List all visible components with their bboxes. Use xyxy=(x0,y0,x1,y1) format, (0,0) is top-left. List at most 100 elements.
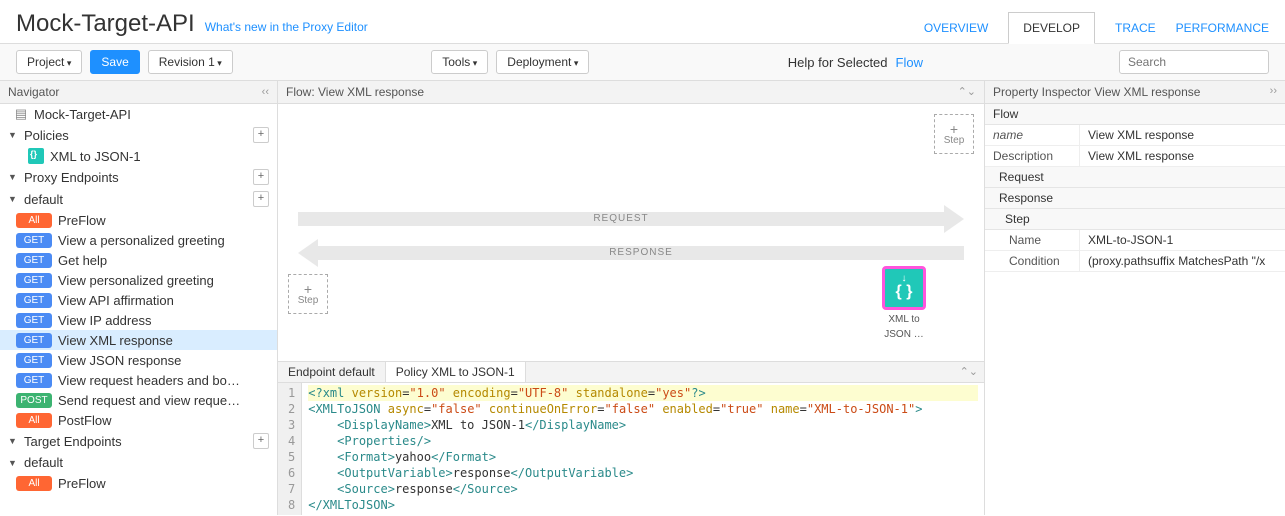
collapse-vert-icon[interactable]: ⌃⌄ xyxy=(954,362,984,382)
add-response-step[interactable]: + Step xyxy=(288,274,328,314)
prop-val[interactable]: XML-to-JSON-1 xyxy=(1080,230,1285,250)
nav-flow-item[interactable]: GET View a personalized greeting xyxy=(0,230,277,250)
nav-flow-label: View API affirmation xyxy=(58,293,174,308)
property-title: Property Inspector View XML response xyxy=(993,85,1200,99)
nav-target-preflow[interactable]: All PreFlow xyxy=(0,473,277,493)
page-icon: ▤ xyxy=(14,106,28,122)
method-badge: GET xyxy=(16,373,52,388)
nav-flow-label: PostFlow xyxy=(58,413,111,428)
add-target-endpoint-button[interactable]: + xyxy=(253,433,269,449)
nav-flow-label: View a personalized greeting xyxy=(58,233,225,248)
main-area: Navigator ‹‹ ▤ Mock-Target-API ▼ Policie… xyxy=(0,81,1285,515)
code-area: Endpoint default Policy XML to JSON-1 ⌃⌄… xyxy=(278,361,984,515)
help-label: Help for Selected xyxy=(788,55,888,70)
method-badge: GET xyxy=(16,293,52,308)
nav-flow-item[interactable]: GETView IP address xyxy=(0,310,277,330)
whats-new-link[interactable]: What's new in the Proxy Editor xyxy=(205,20,368,34)
method-badge: POST xyxy=(16,393,52,408)
code-lines: <?xml version="1.0" encoding="UTF-8" sta… xyxy=(302,383,984,515)
nav-policy-item[interactable]: XML to JSON-1 xyxy=(0,146,277,166)
response-track: RESPONSE xyxy=(298,238,964,268)
collapse-left-icon[interactable]: ‹‹ xyxy=(262,86,269,98)
nav-flow-label: View JSON response xyxy=(58,353,181,368)
nav-target-endpoints-label: Target Endpoints xyxy=(24,434,122,449)
center-panel: Flow: View XML response ⌃⌄ + Step REQUES… xyxy=(278,81,985,515)
nav-target-endpoints-header[interactable]: ▼ Target Endpoints + xyxy=(0,430,277,452)
tab-performance[interactable]: PERFORMANCE xyxy=(1176,13,1269,43)
nav-flow-label: Send request and view reque… xyxy=(58,393,240,408)
add-flow-button[interactable]: + xyxy=(253,191,269,207)
prop-key: Condition xyxy=(985,251,1080,271)
prop-val[interactable]: (proxy.pathsuffix MatchesPath "/x xyxy=(1080,251,1285,271)
add-proxy-endpoint-button[interactable]: + xyxy=(253,169,269,185)
tab-develop[interactable]: DEVELOP xyxy=(1008,12,1095,44)
method-badge: GET xyxy=(16,353,52,368)
nav-proxy-endpoints-header[interactable]: ▼ Proxy Endpoints + xyxy=(0,166,277,188)
method-badge: GET xyxy=(16,233,52,248)
plus-icon: + xyxy=(950,123,958,135)
nav-policies-header[interactable]: ▼ Policies + xyxy=(0,124,277,146)
nav-flow-item[interactable]: GET View JSON response xyxy=(0,350,277,370)
nav-root[interactable]: ▤ Mock-Target-API xyxy=(0,104,277,124)
deployment-button[interactable]: Deployment xyxy=(496,50,589,74)
nav-target-default-header[interactable]: ▼ default xyxy=(0,452,277,473)
response-label: RESPONSE xyxy=(589,246,693,260)
method-badge: GET xyxy=(16,313,52,328)
policy-caption: JSON … xyxy=(879,329,929,340)
project-button[interactable]: Project xyxy=(16,50,82,74)
policy-caption: XML to xyxy=(879,314,929,325)
method-badge: GET xyxy=(16,253,52,268)
prop-val[interactable]: View XML response xyxy=(1080,125,1285,145)
property-panel: Property Inspector View XML response ›› … xyxy=(985,81,1285,515)
prop-key: Name xyxy=(985,230,1080,250)
navigator-panel: Navigator ‹‹ ▤ Mock-Target-API ▼ Policie… xyxy=(0,81,278,515)
prop-val[interactable]: View XML response xyxy=(1080,146,1285,166)
request-label: REQUEST xyxy=(573,212,668,226)
disclosure-icon: ▼ xyxy=(8,172,18,182)
prop-row-step-name: Name XML-to-JSON-1 xyxy=(985,230,1285,251)
property-body: Flow name View XML response Description … xyxy=(985,104,1285,515)
add-policy-button[interactable]: + xyxy=(253,127,269,143)
nav-flow-item[interactable]: GET View request headers and bo… xyxy=(0,370,277,390)
property-header: Property Inspector View XML response ›› xyxy=(985,81,1285,104)
disclosure-icon: ▼ xyxy=(8,130,18,140)
nav-target-default-label: default xyxy=(24,455,63,470)
code-tabs: Endpoint default Policy XML to JSON-1 ⌃⌄ xyxy=(278,362,984,383)
collapse-right-icon[interactable]: ›› xyxy=(1270,85,1277,99)
arrow-right-icon xyxy=(944,205,964,233)
nav-flow-item[interactable]: GET View API affirmation xyxy=(0,290,277,310)
nav-flow-item[interactable]: GETView personalized greeting xyxy=(0,270,277,290)
flow-canvas: + Step REQUEST RESPONSE + Step ↓ { } XML xyxy=(278,104,984,361)
nav-flow-item[interactable]: POST Send request and view reque… xyxy=(0,390,277,410)
arrow-down-icon: ↓ xyxy=(902,275,907,283)
code-editor[interactable]: 12345678 <?xml version="1.0" encoding="U… xyxy=(278,383,984,515)
step-label: Step xyxy=(944,135,965,146)
method-badge: GET xyxy=(16,273,52,288)
help-flow-link[interactable]: Flow xyxy=(896,55,923,70)
revision-button[interactable]: Revision 1 xyxy=(148,50,233,74)
app-title: Mock-Target-API xyxy=(16,10,195,38)
method-badge: All xyxy=(16,476,52,491)
save-button[interactable]: Save xyxy=(90,50,139,74)
nav-flow-label: View request headers and bo… xyxy=(58,373,240,388)
tab-trace[interactable]: TRACE xyxy=(1115,13,1156,43)
nav-flow-item[interactable]: AllPreFlow xyxy=(0,210,277,230)
code-tab-endpoint[interactable]: Endpoint default xyxy=(278,362,386,382)
code-tab-policy[interactable]: Policy XML to JSON-1 xyxy=(386,362,526,382)
policy-node[interactable]: ↓ { } XML to JSON … xyxy=(882,266,926,340)
collapse-vert-icon[interactable]: ⌃⌄ xyxy=(958,85,976,99)
nav-flow-label: Get help xyxy=(58,253,107,268)
prop-section-response: Response xyxy=(985,188,1285,209)
navigator-title: Navigator xyxy=(8,85,59,99)
nav-flow-label: PreFlow xyxy=(58,476,106,491)
nav-default-header[interactable]: ▼ default + xyxy=(0,188,277,210)
add-request-step[interactable]: + Step xyxy=(934,114,974,154)
tools-button[interactable]: Tools xyxy=(431,50,488,74)
nav-flow-item[interactable]: GETView XML response xyxy=(0,330,277,350)
policy-box-icon: ↓ { } xyxy=(882,266,926,310)
nav-flow-item[interactable]: GET Get help xyxy=(0,250,277,270)
search-input[interactable] xyxy=(1119,50,1269,74)
tab-overview[interactable]: OVERVIEW xyxy=(924,13,988,43)
nav-root-label: Mock-Target-API xyxy=(34,107,131,122)
nav-flow-item[interactable]: AllPostFlow xyxy=(0,410,277,430)
